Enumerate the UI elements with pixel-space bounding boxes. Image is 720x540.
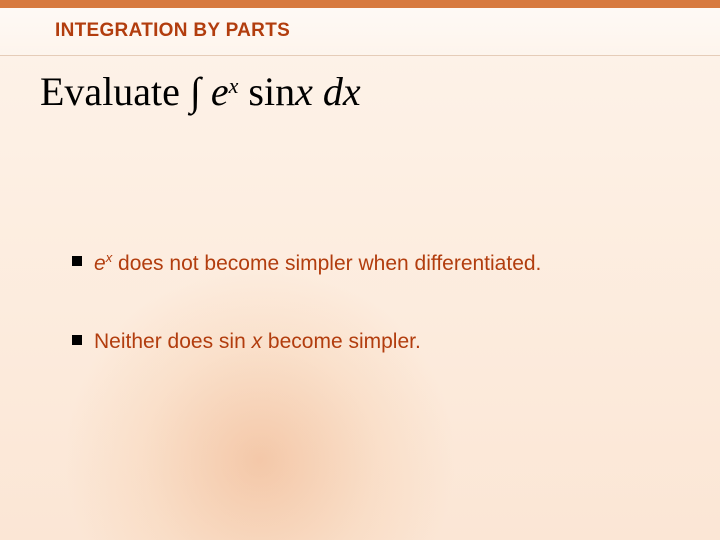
title-sin-arg: x [295,69,313,114]
bullet2-x: x [252,330,263,353]
list-item: Neither does sin x become simpler. [72,329,670,355]
bullet2-prefix: Neither does sin [94,330,252,353]
bullet1-e-base: e [94,252,106,275]
section-title: INTEGRATION BY PARTS [55,20,290,42]
title-e-base: e [211,69,229,114]
integral-sign: ∫ [190,69,201,114]
title-dx: dx [313,69,361,114]
bullet-list: e x does not become simpler when differen… [72,250,670,408]
title-sin: sin [238,69,295,114]
title-e-exponent: x [229,73,239,98]
bullet2-rest: become simpler. [262,330,421,353]
slide-title: Evaluate ∫ ex sinx dx [40,68,361,115]
list-item: ex does not become simpler when differen… [72,250,670,277]
title-prefix: Evaluate [40,69,190,114]
bullet1-rest: does not become simpler when differentia… [112,252,541,275]
top-accent-strip [0,0,720,8]
